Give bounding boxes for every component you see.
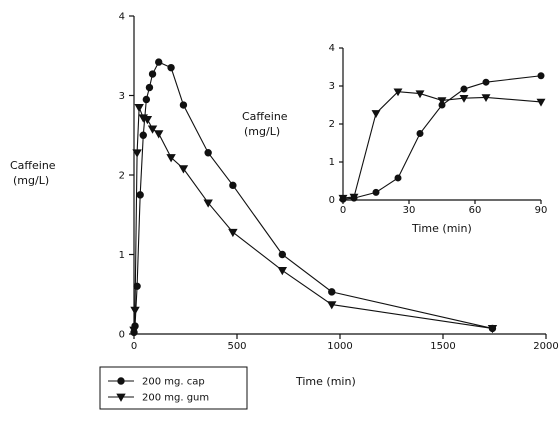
main-data-point-cap bbox=[328, 288, 336, 296]
main-data-point-gum bbox=[228, 228, 238, 238]
main-data-point-gum bbox=[154, 130, 164, 139]
inset-data-point-cap bbox=[482, 78, 490, 86]
inset-data-point-cap bbox=[416, 130, 424, 137]
inset-y-tick-label: 2 bbox=[329, 119, 335, 130]
main-data-point-gum bbox=[142, 115, 153, 125]
inset-x-tick-label: 0 bbox=[340, 205, 346, 216]
inset-data-point-gum bbox=[536, 98, 546, 107]
legend: 200 mg. cap 200 mg. gum bbox=[99, 366, 248, 410]
main-data-point-gum bbox=[132, 149, 142, 158]
main-data-point-cap bbox=[278, 250, 287, 259]
inset-data-point-cap bbox=[372, 188, 380, 196]
main-data-point-cap bbox=[229, 181, 237, 190]
main-data-point-cap bbox=[179, 101, 188, 109]
main-x-tick-label: 1000 bbox=[327, 341, 352, 352]
inset-x-axis-label: Time (min) bbox=[411, 222, 472, 235]
main-data-point-gum bbox=[130, 306, 140, 315]
main-plot: 0 500 1000 1500 2000 0 1 2 3 4 Caffeine (mg/L) Ti… bbox=[10, 12, 559, 389]
main-data-point-gum bbox=[277, 267, 288, 276]
inset-y-axis-label-line1: Caffeine bbox=[242, 110, 288, 123]
main-data-point-cap bbox=[155, 58, 163, 66]
main-data-point-gum bbox=[147, 125, 158, 134]
main-data-point-cap bbox=[148, 70, 157, 78]
main-y-tick-label: 3 bbox=[119, 91, 125, 102]
main-data-point-gum bbox=[203, 199, 213, 208]
inset-data-point-gum bbox=[338, 194, 348, 203]
main-data-point-gum bbox=[129, 326, 139, 335]
inset-data-point-gum bbox=[393, 88, 403, 97]
main-data-point-cap bbox=[167, 63, 175, 72]
inset-y-axis-label-line2: (mg/L) bbox=[244, 125, 280, 138]
legend-label-gum: 200 mg. gum bbox=[142, 393, 209, 404]
inset-y-tick-label: 4 bbox=[329, 43, 335, 54]
main-x-tick-label: 500 bbox=[227, 341, 246, 352]
main-data-point-cap bbox=[145, 83, 154, 92]
main-data-point-gum bbox=[166, 154, 176, 163]
inset-x-tick-label: 60 bbox=[469, 205, 482, 216]
inset-data-point-gum bbox=[349, 193, 359, 202]
main-series bbox=[129, 58, 498, 337]
inset-x-tick-label: 90 bbox=[535, 205, 548, 216]
main-data-point-gum bbox=[134, 104, 144, 113]
legend-box bbox=[99, 366, 248, 410]
main-y-tick-label: 2 bbox=[119, 171, 125, 182]
main-y-axis-label-line2: (mg/L) bbox=[13, 174, 49, 187]
main-data-point-cap bbox=[204, 149, 212, 157]
main-data-point-cap bbox=[136, 191, 144, 199]
inset-data-point-cap bbox=[460, 85, 468, 93]
main-y-tick-label: 1 bbox=[119, 250, 125, 261]
inset-data-point-gum bbox=[481, 94, 491, 103]
inset-plot: 0 30 60 90 0 1 2 3 4 Caffeine (mg/L) Time (min) bbox=[242, 40, 554, 240]
legend-marker-cap bbox=[117, 377, 125, 385]
inset-data-point-gum bbox=[437, 97, 447, 106]
main-y-axis-label-line1: Caffeine bbox=[10, 159, 56, 172]
inset-data-point-cap bbox=[537, 72, 545, 80]
main-y-tick-label: 0 bbox=[119, 330, 125, 341]
inset-x-tick-label: 30 bbox=[403, 205, 416, 216]
inset-y-tick-label: 3 bbox=[329, 81, 335, 92]
inset-data-point-gum bbox=[415, 90, 425, 99]
main-data-point-gum bbox=[487, 325, 498, 334]
inset-data-point-gum bbox=[371, 110, 381, 118]
inset-series bbox=[338, 72, 546, 203]
legend-label-cap: 200 mg. cap bbox=[142, 377, 205, 388]
legend-items: 200 mg. cap 200 mg. gum bbox=[108, 377, 209, 404]
main-axes: 0 500 1000 1500 2000 0 1 2 3 4 bbox=[119, 12, 559, 353]
main-x-tick-label: 0 bbox=[131, 341, 137, 352]
main-data-point-cap bbox=[142, 95, 151, 104]
main-data-point-cap bbox=[139, 131, 147, 139]
main-x-tick-label: 2000 bbox=[533, 341, 558, 352]
inset-background bbox=[296, 40, 554, 240]
main-y-tick-label: 4 bbox=[119, 12, 125, 23]
inset-y-tick-label: 0 bbox=[329, 195, 335, 206]
inset-data-point-gum bbox=[459, 94, 469, 103]
main-series-line-cap bbox=[133, 61, 493, 333]
legend-marker-gum bbox=[116, 393, 126, 402]
inset-y-tick-label: 1 bbox=[329, 157, 335, 168]
main-x-axis-label: Time (min) bbox=[295, 375, 356, 388]
main-data-point-gum bbox=[327, 301, 337, 310]
main-data-point-gum bbox=[178, 165, 189, 174]
main-x-tick-label: 1500 bbox=[430, 341, 455, 352]
inset-axes: 0 30 60 90 0 1 2 3 4 bbox=[329, 43, 548, 216]
inset-data-point-cap bbox=[394, 174, 402, 182]
